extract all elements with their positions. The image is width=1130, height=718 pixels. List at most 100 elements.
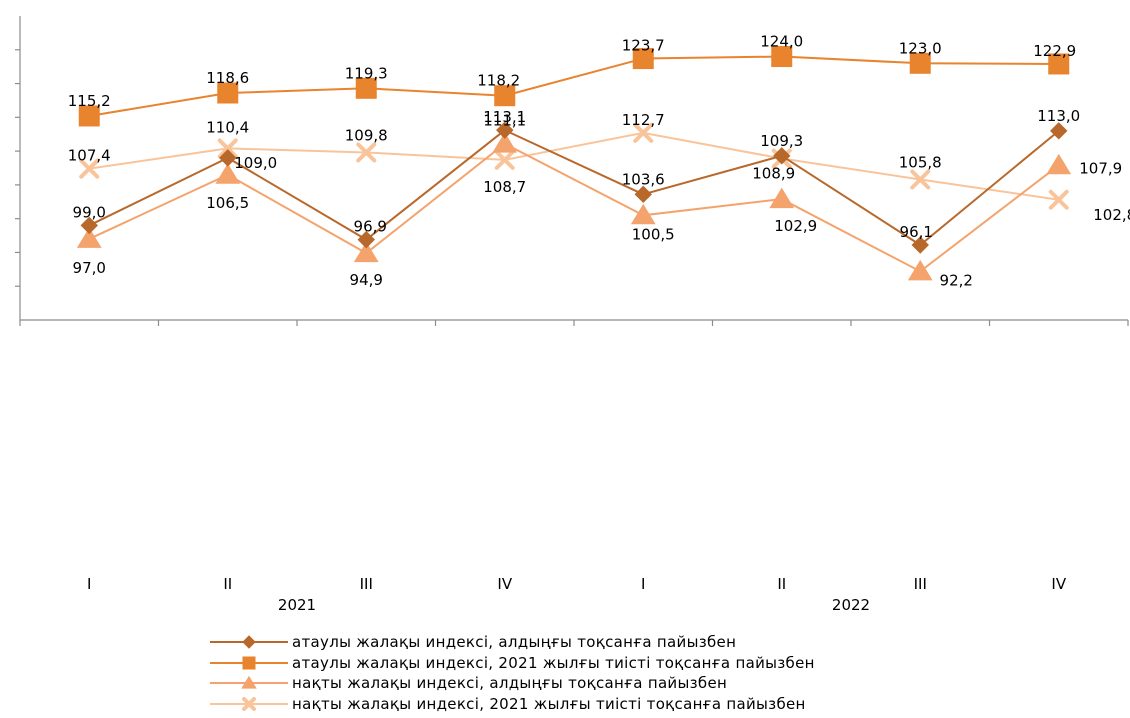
series-marker <box>219 149 237 167</box>
series-marker <box>771 46 793 68</box>
marker-stroke <box>633 122 654 143</box>
data-label: 115,2 <box>68 92 111 110</box>
series-marker <box>76 227 102 248</box>
series-line <box>89 131 1059 201</box>
series-marker <box>769 187 795 209</box>
data-label: 96,1 <box>900 223 933 241</box>
series-marker <box>355 77 377 99</box>
legend: атаулы жалақы индексі, алдыңғы тоқсанға … <box>210 632 970 714</box>
series-line <box>88 129 1060 247</box>
series-marker <box>357 230 375 249</box>
data-labels: 99,0 109,0 96,9 113,1 103,6 109,3 96,1 113,0 115… <box>68 33 1130 290</box>
series-marker <box>634 185 652 204</box>
data-label: 122,9 <box>1033 42 1076 60</box>
data-label: 108,7 <box>483 178 526 196</box>
marker-stroke <box>356 142 377 163</box>
axes <box>15 16 1129 326</box>
legend-swatch <box>210 675 288 689</box>
series-marker <box>496 121 514 139</box>
data-label: 113,0 <box>1037 107 1080 125</box>
data-label: 107,9 <box>1079 159 1122 177</box>
series-marker <box>1050 122 1068 140</box>
series-marker <box>217 138 238 159</box>
series-marker <box>494 149 515 170</box>
series-marker <box>633 122 654 143</box>
x-tick-label: IV <box>1051 575 1066 593</box>
x-tick-label: IV <box>497 575 512 593</box>
series-marker <box>1048 53 1070 75</box>
marker-stroke <box>494 149 515 170</box>
legend-label: нақты жалақы индексі, алдыңғы тоқсанға п… <box>292 674 728 693</box>
x-tick-label: III <box>360 575 373 593</box>
legend-swatch <box>210 656 288 670</box>
data-label: 123,7 <box>622 37 665 55</box>
data-label: 102,9 <box>774 217 817 235</box>
x-tick-label: III <box>914 575 927 593</box>
series-marker <box>911 236 929 254</box>
series-marker <box>632 48 654 70</box>
legend-marker-icon <box>210 653 292 673</box>
data-label: 110,4 <box>206 118 249 136</box>
legend-swatch <box>210 635 288 649</box>
legend-marker <box>242 696 256 711</box>
data-label: 106,5 <box>206 194 249 212</box>
x-group-label: 2022 <box>832 596 870 614</box>
legend-item: атаулы жалақы индексі, алдыңғы тоқсанға … <box>210 632 970 653</box>
series-marker <box>630 203 656 225</box>
series-lines <box>88 55 1060 273</box>
marker-stroke <box>910 169 931 190</box>
legend-marker-icon <box>210 694 292 714</box>
series-marker <box>80 216 98 235</box>
series-markers <box>76 46 1072 281</box>
marker-stroke <box>217 138 238 159</box>
marker-stroke <box>79 158 100 179</box>
series-marker <box>217 82 239 104</box>
series-marker <box>910 169 931 190</box>
data-label: 107,4 <box>68 147 111 165</box>
legend-marker <box>241 675 257 689</box>
data-label: 118,2 <box>477 72 520 90</box>
marker-stroke <box>1048 189 1069 210</box>
series-marker <box>215 163 241 184</box>
series-marker <box>492 132 518 153</box>
series-line <box>88 142 1060 273</box>
data-label: 103,6 <box>622 170 665 188</box>
legend-marker <box>242 656 256 670</box>
data-label: 96,9 <box>354 218 387 236</box>
data-label: 100,5 <box>632 225 675 243</box>
series-marker <box>78 105 100 127</box>
series-marker <box>353 241 379 263</box>
data-label: 99,0 <box>73 203 106 221</box>
legend-label: атаулы жалақы индексі, 2021 жылғы тиісті… <box>292 653 815 672</box>
series-marker <box>1046 153 1072 175</box>
data-label: 113,1 <box>483 108 526 126</box>
legend-swatch <box>210 696 288 711</box>
legend-marker-icon <box>210 673 292 693</box>
marker-stroke <box>242 696 256 711</box>
legend-label: атаулы жалақы индексі, алдыңғы тоқсанға … <box>292 633 737 652</box>
series-marker <box>79 158 100 179</box>
line-chart: 99,0 109,0 96,9 113,1 103,6 109,3 96,1 113,0 115… <box>15 16 1130 614</box>
legend-item: атаулы жалақы индексі, 2021 жылғы тиісті… <box>210 653 970 674</box>
data-label: 111,1 <box>483 112 526 130</box>
data-label: 109,8 <box>345 126 388 144</box>
x-tick-label: I <box>641 575 645 593</box>
series-line <box>89 55 1059 117</box>
data-label: 97,0 <box>73 259 106 277</box>
data-label: 92,2 <box>940 271 973 289</box>
legend-marker-icon <box>210 632 292 652</box>
data-label: 109,3 <box>760 132 803 150</box>
data-label: 102,8 <box>1093 206 1130 224</box>
x-tick-label: II <box>777 575 786 593</box>
legend-item: нақты жалақы индексі, алдыңғы тоқсанға п… <box>210 673 970 694</box>
legend-item: нақты жалақы индексі, 2021 жылғы тиісті … <box>210 694 970 715</box>
series-marker <box>356 142 377 163</box>
data-label: 118,6 <box>206 69 249 87</box>
data-label: 112,7 <box>622 111 665 129</box>
series-marker <box>909 52 931 74</box>
x-tick-label: I <box>87 575 91 593</box>
legend-marker <box>242 635 256 649</box>
series-marker <box>1048 189 1069 210</box>
data-label: 105,8 <box>899 153 942 171</box>
